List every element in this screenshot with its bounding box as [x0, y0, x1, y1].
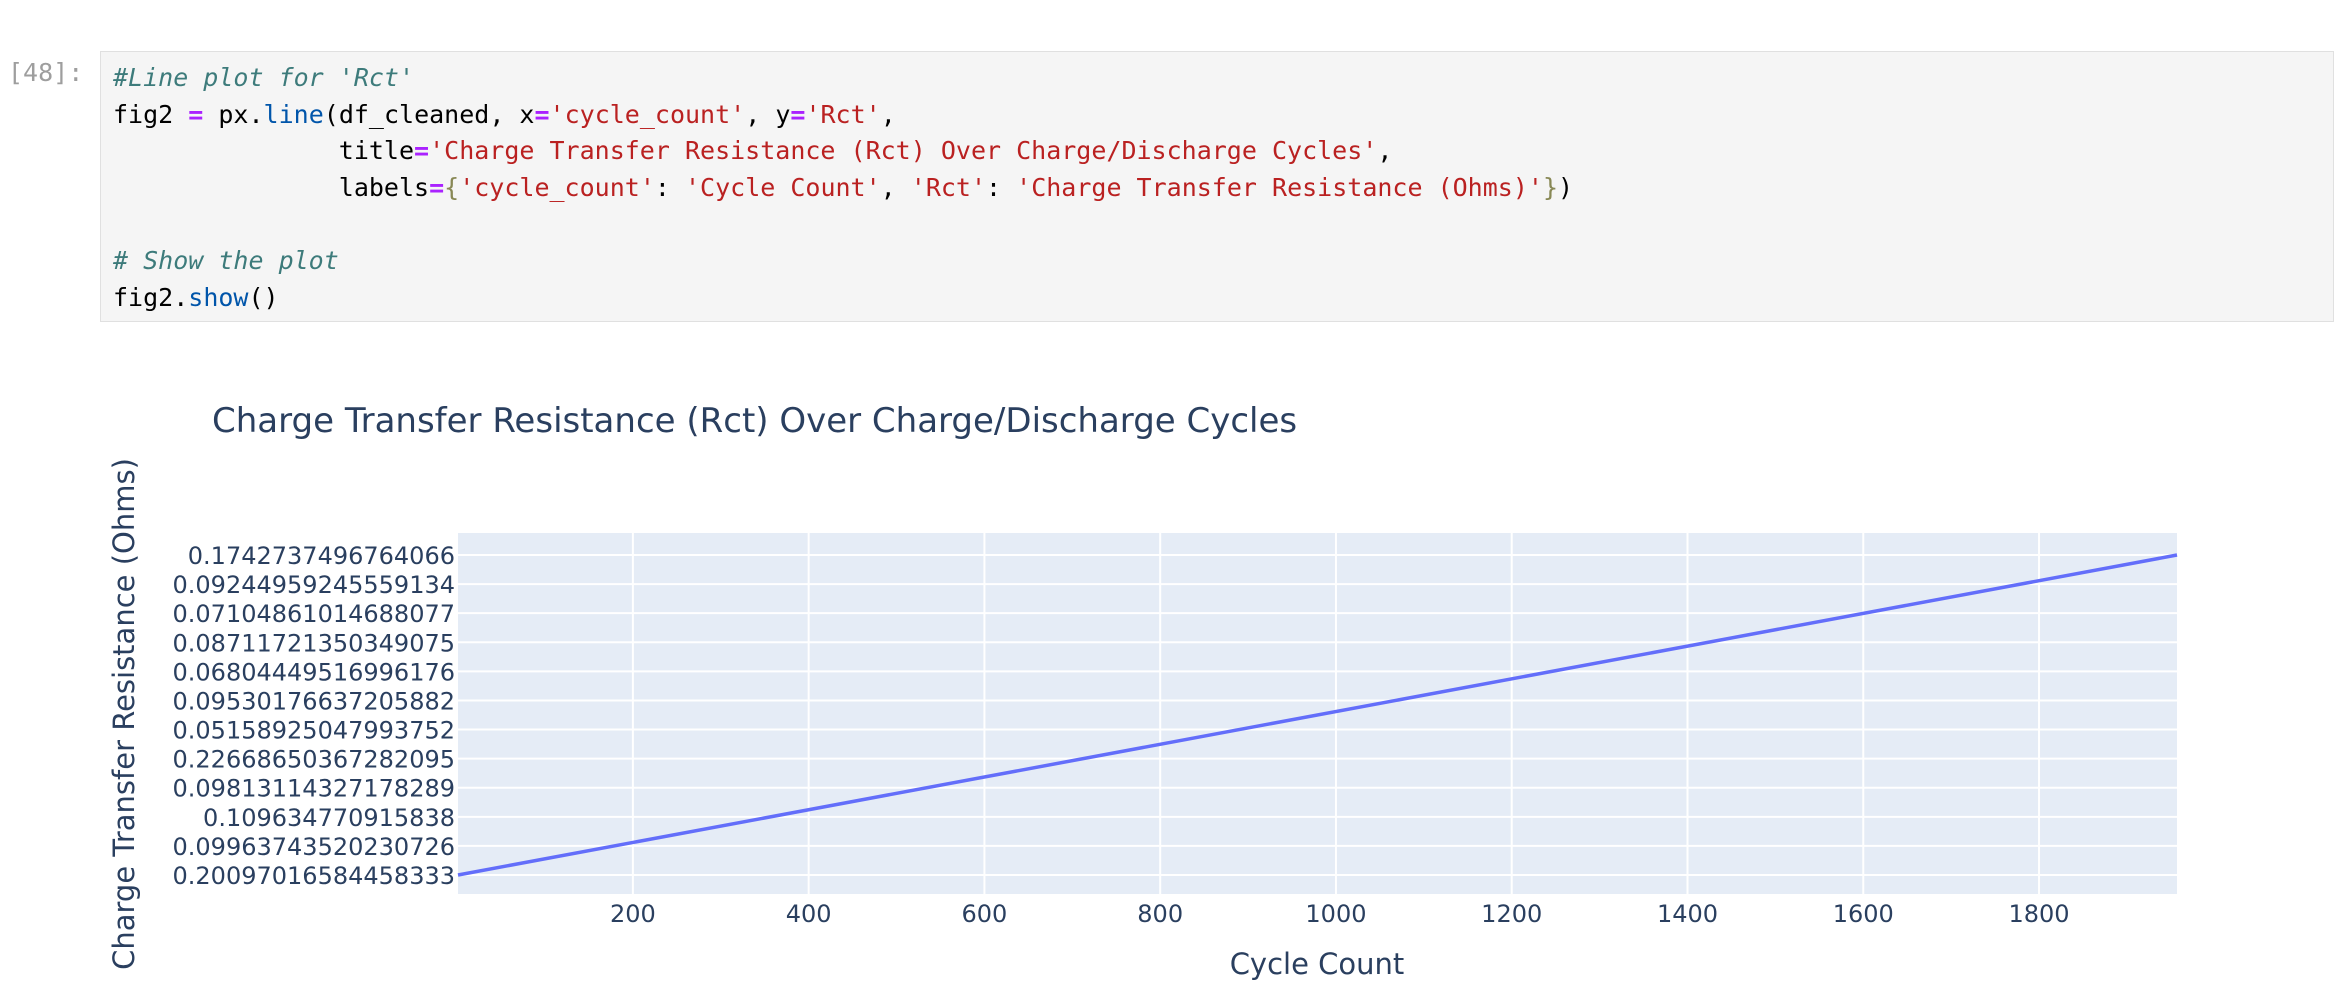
code-token: = — [414, 136, 430, 166]
x-tick-label: 600 — [962, 900, 1008, 928]
code-token: #Line plot for 'Rct' — [113, 63, 415, 92]
y-tick-label: 0.09963743520230726 — [173, 833, 455, 861]
code-token: show — [188, 282, 249, 312]
code-token: 'Charge Transfer Resistance (Rct) Over C… — [429, 136, 1378, 166]
code-token: 'Cycle Count' — [684, 172, 881, 202]
y-tick-label: 0.08711721350349075 — [173, 629, 455, 657]
x-tick-label: 1400 — [1657, 900, 1718, 928]
code-line: fig2 = px.line(df_cleaned, x='cycle_coun… — [113, 97, 1573, 134]
code-token: : — [986, 172, 1017, 202]
code-token: = — [429, 172, 445, 202]
y-tick-label: 0.07104861014688077 — [173, 600, 455, 628]
code-token: : — [654, 172, 685, 202]
x-axis-label: Cycle Count — [1230, 947, 1405, 981]
code-line: #Line plot for 'Rct' — [113, 60, 1573, 97]
code-token: ) — [1558, 172, 1574, 202]
code-token: = — [790, 99, 806, 129]
code-token: { — [444, 172, 460, 202]
code-editor[interactable]: #Line plot for 'Rct' fig2 = px.line(df_cl… — [113, 60, 1573, 316]
y-tick-label: 0.05158925047993752 — [173, 717, 455, 745]
code-token: , — [880, 172, 911, 202]
code-token: # Show the plot — [113, 245, 339, 275]
code-token: = — [534, 99, 550, 129]
cell-prompt: [48]: — [8, 58, 84, 87]
code-token: fig2. — [113, 282, 189, 312]
code-token: , y — [745, 99, 791, 129]
y-tick-label: 0.09530176637205882 — [173, 687, 455, 715]
x-tick-label: 1200 — [1481, 900, 1542, 928]
code-token: fig2 — [113, 99, 189, 129]
code-token: 'cycle_count' — [459, 172, 655, 202]
code-token: 'Rct' — [910, 172, 987, 202]
code-token: labels — [113, 172, 430, 202]
y-tick-label: 0.06804449516996176 — [173, 658, 455, 686]
x-tick-label: 400 — [786, 900, 832, 928]
cell-output: Charge Transfer Resistance (Rct) Over Ch… — [100, 360, 2340, 1004]
code-line: # Show the plot — [113, 243, 1573, 280]
code-cell-input[interactable] — [100, 51, 2334, 322]
y-tick-label: 0.22668650367282095 — [173, 746, 455, 774]
code-line: fig2.show() — [113, 280, 1573, 317]
code-token: () — [248, 282, 279, 312]
code-line — [113, 206, 1573, 243]
x-tick-label: 1000 — [1305, 900, 1366, 928]
y-tick-label: 0.109634770915838 — [203, 804, 455, 832]
code-token: title — [113, 136, 415, 166]
line-chart[interactable]: Charge Transfer Resistance (Rct) Over Ch… — [100, 360, 2340, 1004]
x-tick-label: 1800 — [2008, 900, 2069, 928]
code-line: title='Charge Transfer Resistance (Rct) … — [113, 133, 1573, 170]
grid-lines — [458, 533, 2177, 894]
x-tick-label: 200 — [610, 900, 656, 928]
code-token: = — [188, 99, 204, 129]
x-tick-labels: 200 400 600 800 1000 1200 1400 1600 1800 — [610, 900, 2070, 928]
code-line: labels={'cycle_count': 'Cycle Count', 'R… — [113, 170, 1573, 207]
code-token: line — [263, 99, 324, 129]
code-token: px. — [203, 99, 264, 129]
code-token: 'Charge Transfer Resistance (Ohms)' — [1016, 172, 1543, 202]
y-tick-labels: 0.200970165844583330.099637435202307260.… — [173, 542, 455, 890]
y-tick-label: 0.09244959245559134 — [173, 571, 455, 599]
y-tick-label: 0.1742737496764066 — [188, 542, 455, 570]
code-token: , — [1377, 136, 1393, 166]
y-tick-label: 0.09813114327178289 — [173, 775, 455, 803]
x-tick-label: 800 — [1137, 900, 1183, 928]
y-axis-label: Charge Transfer Resistance (Ohms) — [107, 458, 141, 970]
rct-series-line[interactable] — [457, 553, 2178, 877]
chart-title: Charge Transfer Resistance (Rct) Over Ch… — [212, 401, 1297, 441]
x-tick-label: 1600 — [1833, 900, 1894, 928]
code-token: 'cycle_count' — [549, 99, 746, 129]
series-layer — [457, 553, 2178, 877]
code-token: 'Rct' — [805, 99, 881, 129]
y-tick-label: 0.20097016584458333 — [173, 862, 455, 890]
code-token: , — [880, 99, 896, 129]
code-token: (df_cleaned, x — [323, 99, 535, 129]
code-token: } — [1542, 172, 1558, 202]
